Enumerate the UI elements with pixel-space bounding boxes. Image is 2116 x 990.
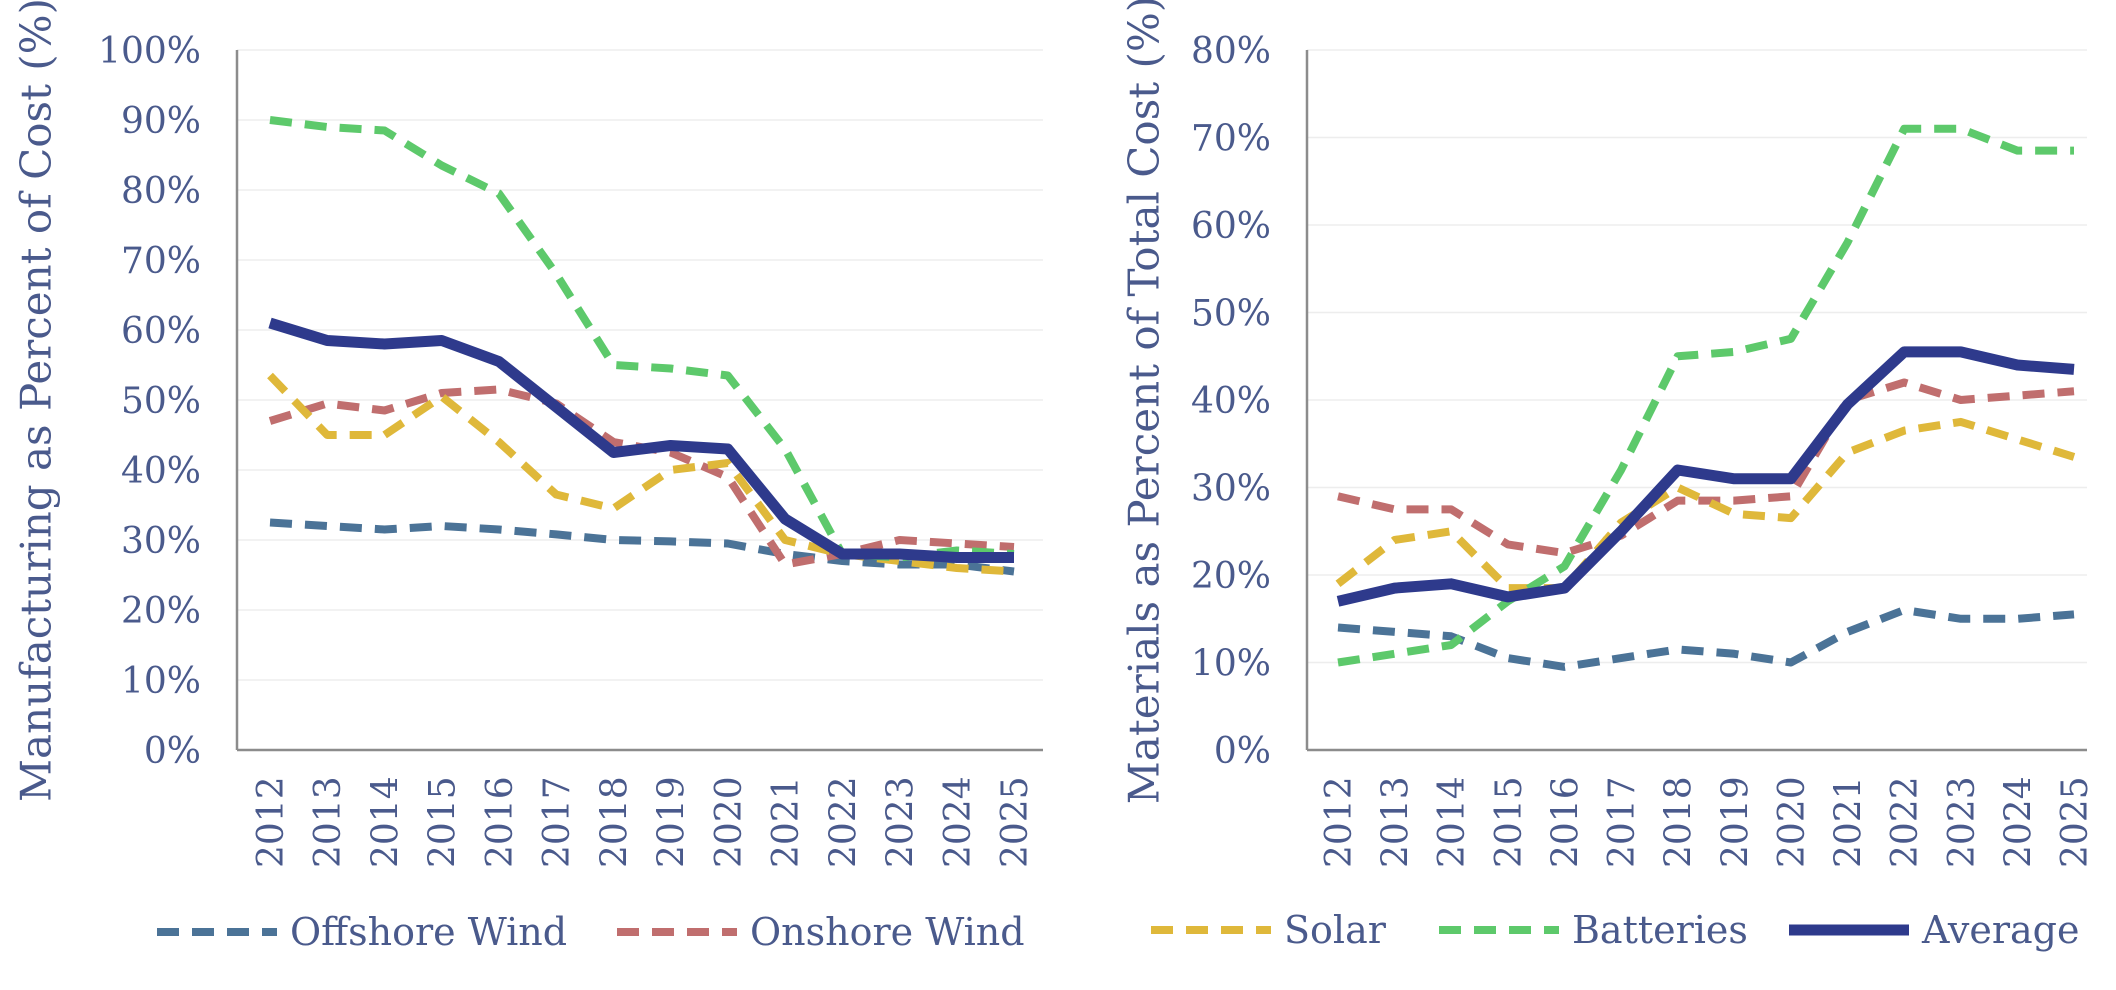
right-y-tick-label: 10% [1191,644,1271,685]
right-x-tick-label: 2014 [1432,776,1473,868]
left-y-tick-label: 20% [121,591,201,632]
left-x-tick-label: 2012 [251,776,292,868]
right-x-tick-label: 2020 [1772,776,1813,868]
left-x-tick-label: 2013 [308,776,349,868]
right-y-tick-label: 50% [1191,294,1271,335]
right-y-tick-label: 0% [1214,731,1271,772]
right-y-tick-label: 70% [1191,119,1271,160]
chart-materials-share: 0% 10% 20% 30% 40% 50% 60% 70% 80% 2012 2013 2014 20… [1120,0,2097,868]
right-y-tick-label: 60% [1191,206,1271,247]
left-x-tick-label: 2023 [881,776,922,868]
right-y-axis-title: Materials as Percent of Total Cost (%) [1120,0,1169,804]
legend-label-batteries: Batteries [1572,908,1748,952]
right-x-tick-label: 2022 [1885,776,1926,868]
right-y-tick-label: 80% [1191,31,1271,72]
right-x-tick-label: 2021 [1829,776,1870,868]
left-x-tick-label: 2022 [823,776,864,868]
left-x-tick-label: 2014 [365,776,406,868]
left-y-tick-label: 40% [121,451,201,492]
right-y-tick-label: 30% [1191,469,1271,510]
left-y-tick-label: 80% [121,171,201,212]
right-x-tick-label: 2016 [1545,776,1586,868]
right-series-line-offshore-wind [1337,606,2075,671]
legend: Offshore Wind Onshore Wind Solar Batteries A… [157,908,2080,954]
right-x-tick-label: 2015 [1489,776,1530,868]
left-y-tick-label: 30% [121,521,201,562]
left-y-tick-label: 50% [121,381,201,422]
left-x-tick-label: 2021 [766,776,807,868]
right-x-tick-label: 2013 [1376,776,1417,868]
left-y-tick-label: 70% [121,241,201,282]
right-y-tick-label: 20% [1191,556,1271,597]
legend-label-offshore-wind: Offshore Wind [290,910,567,954]
legend-label-solar: Solar [1284,908,1387,952]
left-series-line-offshore-wind [269,518,1015,576]
left-series-line-solar [267,372,1015,576]
left-series-line-batteries [269,116,1015,562]
left-x-tick-label: 2025 [995,776,1036,868]
left-series-line-onshore-wind [268,385,1015,569]
left-y-tick-label: 90% [121,101,201,142]
right-series-line-solar [1335,417,2076,593]
right-x-tick-label: 2019 [1715,776,1756,868]
right-x-tick-label: 2018 [1659,776,1700,868]
left-x-tick-label: 2020 [709,776,750,868]
left-x-tick-label: 2015 [423,776,464,868]
right-x-tick-label: 2024 [1998,776,2039,868]
legend-label-average: Average [1921,908,2080,952]
left-x-tick-label: 2018 [594,776,635,868]
right-x-tick-label: 2017 [1602,776,1643,868]
left-y-tick-label: 100% [98,31,201,72]
left-x-tick-label: 2016 [480,776,521,868]
left-series-line-average [268,317,1014,563]
left-y-axis-title: Manufacturing as Percent of Cost (%) [12,0,61,802]
right-x-tick-label: 2012 [1319,776,1360,868]
left-x-tick-label: 2024 [938,776,979,868]
right-x-tick-label: 2023 [1942,776,1983,868]
right-series-line-onshore-wind [1337,378,2075,558]
left-x-tick-label: 2017 [537,776,578,868]
chart-manufacturing-share: 0% 10% 20% 30% 40% 50% 60% 70% 80% 90% 100% 2012 201… [12,0,1043,868]
left-y-tick-label: 10% [121,661,201,702]
right-series-line-average [1336,346,2075,607]
legend-label-onshore-wind: Onshore Wind [750,910,1025,954]
left-y-tick-label: 0% [144,731,201,772]
right-y-tick-label: 40% [1191,381,1271,422]
left-y-tick-label: 60% [121,311,201,352]
right-x-tick-label: 2025 [2055,776,2096,868]
left-x-tick-label: 2019 [652,776,693,868]
right-series-line-batteries [1337,124,2074,667]
